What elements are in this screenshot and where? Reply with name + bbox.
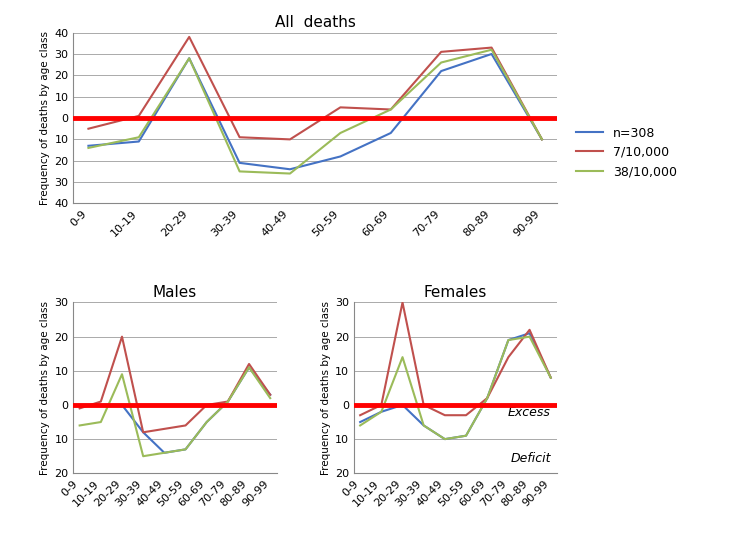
- Text: Deficit: Deficit: [510, 452, 551, 465]
- Title: Females: Females: [424, 285, 487, 300]
- Title: All  deaths: All deaths: [275, 15, 356, 30]
- Title: Males: Males: [152, 285, 197, 300]
- Y-axis label: Frequency of deaths by age class: Frequency of deaths by age class: [40, 301, 50, 475]
- Text: Excess: Excess: [508, 406, 551, 419]
- Y-axis label: Frequency of deaths by age class: Frequency of deaths by age class: [320, 301, 331, 475]
- Legend: n=308, 7/10,000, 38/10,000: n=308, 7/10,000, 38/10,000: [571, 121, 682, 183]
- Y-axis label: Frequency of deaths by age class: Frequency of deaths by age class: [40, 31, 50, 205]
